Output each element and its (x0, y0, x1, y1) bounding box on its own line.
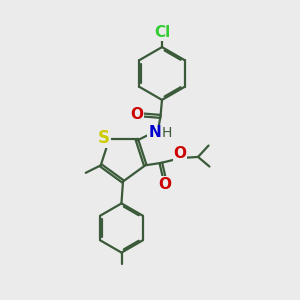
Text: H: H (161, 126, 172, 140)
Text: O: O (130, 107, 143, 122)
Text: N: N (148, 125, 161, 140)
Text: O: O (174, 146, 187, 160)
Text: S: S (98, 129, 110, 147)
Text: O: O (158, 177, 171, 192)
Text: Cl: Cl (154, 25, 170, 40)
